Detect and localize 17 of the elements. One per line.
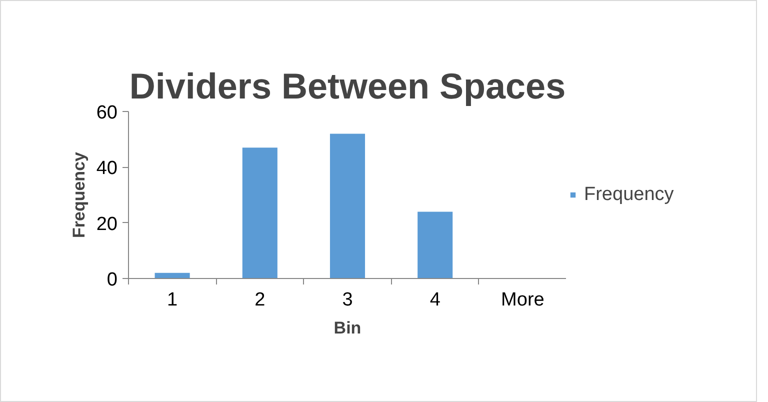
x-tick-label: 3 — [342, 290, 353, 310]
x-tick-label: 4 — [430, 290, 441, 310]
x-tick-label: 2 — [254, 290, 266, 310]
bar — [330, 134, 366, 278]
legend-label: Frequency — [584, 184, 674, 206]
bar — [418, 212, 453, 278]
x-tick-label: 1 — [167, 290, 178, 310]
bar — [154, 272, 190, 278]
y-tick-label: 0 — [106, 270, 118, 290]
y-tick-label: 20 — [96, 214, 118, 235]
y-tick-label: 60 — [96, 102, 118, 124]
y-tick-label: 40 — [96, 158, 118, 180]
x-tick-label: More — [501, 290, 544, 310]
bar — [242, 148, 278, 278]
x-axis-title: Bin — [334, 318, 362, 338]
chart-title: Dividers Between Spaces — [129, 66, 566, 106]
y-axis-title: Frequency — [69, 151, 88, 238]
